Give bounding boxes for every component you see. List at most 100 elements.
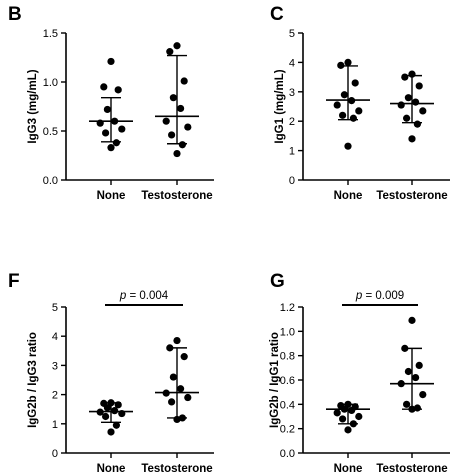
data-point xyxy=(162,389,170,397)
data-point xyxy=(96,119,104,127)
data-point xyxy=(112,139,120,147)
data-point xyxy=(118,409,126,418)
data-point xyxy=(114,401,122,409)
data-point xyxy=(344,142,352,150)
data-point xyxy=(166,48,174,56)
y-tick-label: 5 xyxy=(52,302,58,314)
data-point xyxy=(169,94,177,102)
y-tick-label: 2 xyxy=(289,116,295,128)
data-point xyxy=(415,82,423,90)
p-symbol: p xyxy=(119,290,127,302)
data-point xyxy=(173,415,181,424)
y-tick-label: 4 xyxy=(52,331,58,343)
y-tick-label: 2 xyxy=(52,390,58,402)
y-tick-label: 4 xyxy=(289,57,295,69)
y-tick-label: 1.5 xyxy=(43,28,58,40)
data-point xyxy=(184,393,192,402)
x-tick-label: None xyxy=(334,190,363,202)
data-point xyxy=(401,73,409,81)
panel-b: B 0.0 0.5 1.0 1.5 None Testosterone IgG3 (mg/mL… xyxy=(8,4,214,202)
y-tick-label: 1 xyxy=(289,146,295,158)
data-point xyxy=(178,141,186,149)
data-point xyxy=(100,83,108,91)
panel-label: C xyxy=(270,4,284,25)
data-point xyxy=(401,344,409,352)
data-point xyxy=(107,57,115,66)
data-point xyxy=(340,405,348,413)
data-point xyxy=(404,367,412,376)
y-tick-label: 0.0 xyxy=(43,175,58,187)
data-point xyxy=(103,404,111,412)
data-point xyxy=(419,391,427,399)
data-point xyxy=(118,125,126,133)
y-tick-label: 3 xyxy=(289,87,295,99)
y-axis-label: IgG2b / IgG1 ratio xyxy=(269,332,281,428)
data-point xyxy=(348,97,356,105)
data-point xyxy=(413,404,421,412)
y-tick-label: 1.0 xyxy=(280,326,295,338)
y-axis-label: IgG2b / IgG3 ratio xyxy=(27,332,39,428)
y-tick-label: 0 xyxy=(289,175,295,187)
p-value-label: p = 0.004 xyxy=(119,290,169,302)
data-point xyxy=(339,415,347,423)
x-tick-label: None xyxy=(97,190,126,202)
data-point xyxy=(162,117,170,125)
y-tick-label: 3 xyxy=(52,360,58,372)
data-point xyxy=(351,79,359,87)
y-tick-label: 0.0 xyxy=(280,448,295,460)
data-point xyxy=(355,412,363,421)
data-point xyxy=(178,414,186,422)
data-point xyxy=(173,149,181,158)
x-tick-label: Testosterone xyxy=(141,463,212,474)
data-point xyxy=(344,426,352,434)
data-point xyxy=(397,101,405,109)
y-axis-label: IgG1 (mg/mL) xyxy=(274,69,286,143)
data-point xyxy=(111,117,119,125)
data-point xyxy=(412,98,420,106)
data-point xyxy=(333,409,341,417)
data-point xyxy=(408,316,416,324)
data-point xyxy=(412,373,420,382)
data-point xyxy=(168,398,176,406)
data-point xyxy=(102,129,110,137)
x-tick-label: Testosterone xyxy=(141,190,212,202)
y-axis-label: IgG3 (mg/mL) xyxy=(27,69,39,143)
data-point xyxy=(348,406,356,415)
panel-f: F 0 1 2 3 4 5 None Testosterone IgG2b / IgG3 rati… xyxy=(8,271,214,474)
data-point xyxy=(111,407,119,415)
data-point xyxy=(349,114,357,122)
data-point xyxy=(184,123,192,131)
data-point xyxy=(404,94,412,102)
data-point xyxy=(339,111,347,119)
data-point xyxy=(408,70,416,78)
data-point xyxy=(180,77,188,85)
data-point xyxy=(333,101,341,109)
x-tick-label: Testosterone xyxy=(376,190,447,202)
p-value-text: = 0.009 xyxy=(362,290,404,302)
data-point xyxy=(173,42,181,50)
y-tick-label: 1.0 xyxy=(43,77,58,89)
data-point xyxy=(103,105,111,114)
data-point xyxy=(340,91,348,99)
y-tick-label: 1.2 xyxy=(280,302,295,314)
panel-label: B xyxy=(8,4,22,25)
data-point xyxy=(96,408,104,416)
data-point xyxy=(107,399,115,407)
p-symbol: p xyxy=(355,290,363,302)
panel-g: G 0.0 0.2 0.4 0.6 0.8 1.0 1.2 None Testosterone Ig… xyxy=(269,271,450,474)
data-point xyxy=(166,344,174,352)
data-point xyxy=(169,373,177,381)
y-tick-label: 0.6 xyxy=(280,375,295,387)
data-point xyxy=(419,107,427,115)
data-point xyxy=(397,380,405,388)
x-tick-label: None xyxy=(97,463,126,474)
data-point xyxy=(408,405,416,413)
data-point xyxy=(180,353,188,361)
panel-label: F xyxy=(8,271,20,292)
y-tick-label: 5 xyxy=(289,28,295,40)
data-point xyxy=(168,131,176,139)
data-point xyxy=(173,336,181,345)
y-tick-label: 0 xyxy=(52,448,58,460)
x-tick-label: Testosterone xyxy=(376,463,447,474)
